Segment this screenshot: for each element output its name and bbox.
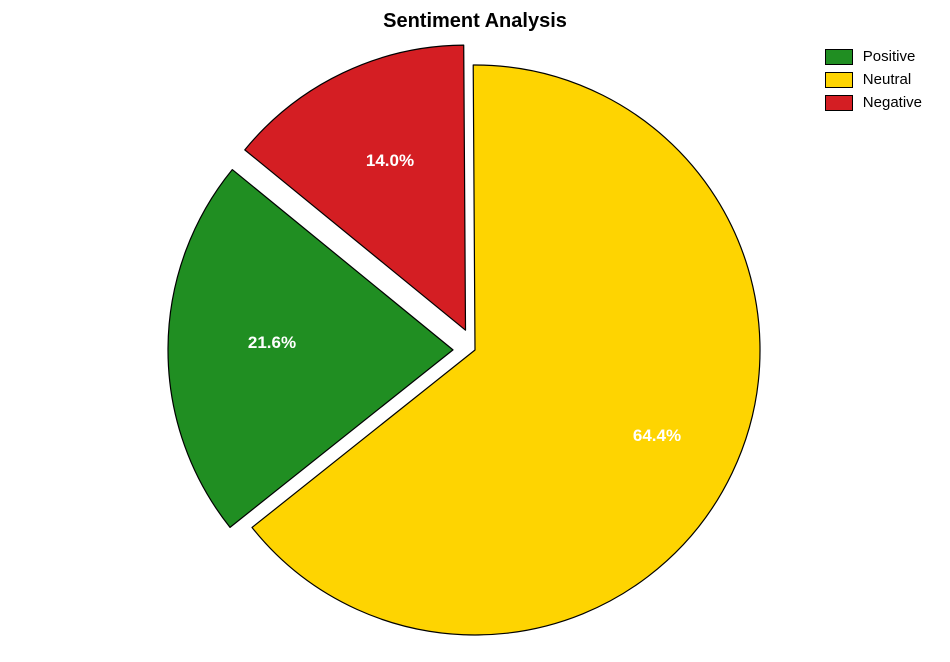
legend-swatch-negative [825,95,853,111]
slice-label-negative: 14.0% [366,151,414,171]
slice-label-neutral: 64.4% [633,426,681,446]
legend-item-neutral: Neutral [825,71,922,88]
pie-chart [0,0,950,662]
legend-label-negative: Negative [863,94,922,111]
legend-swatch-neutral [825,72,853,88]
legend-label-neutral: Neutral [863,71,911,88]
legend-item-positive: Positive [825,48,922,65]
slice-label-positive: 21.6% [248,333,296,353]
legend: Positive Neutral Negative [825,48,922,111]
legend-item-negative: Negative [825,94,922,111]
legend-swatch-positive [825,49,853,65]
legend-label-positive: Positive [863,48,916,65]
